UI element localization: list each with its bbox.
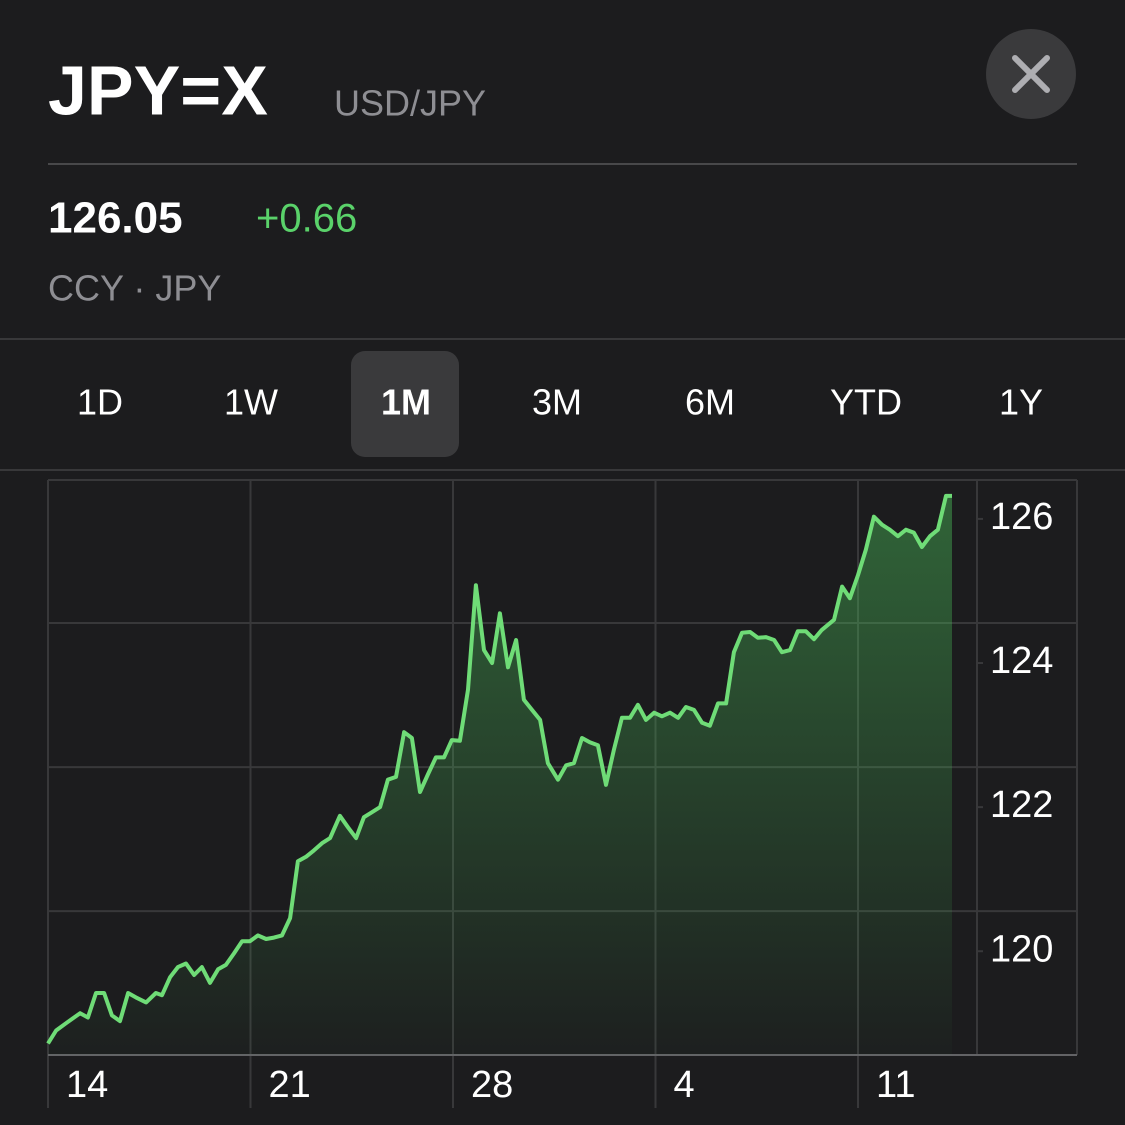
- y-tick-label: 124: [990, 640, 1053, 682]
- range-tabs: 1D 1W 1M 3M 6M YTD 1Y: [77, 351, 1043, 457]
- exchange-info: CCY · JPY: [48, 268, 221, 309]
- range-tab[interactable]: 1W: [224, 382, 278, 423]
- range-tab-selected[interactable]: 1M: [381, 382, 431, 423]
- y-tick-label: 120: [990, 928, 1053, 970]
- area-fill: [48, 495, 952, 1055]
- price: 126.05: [48, 194, 183, 243]
- x-tick-label: 14: [66, 1064, 108, 1106]
- range-tab[interactable]: 1D: [77, 382, 123, 423]
- x-tick-label: 21: [269, 1064, 311, 1106]
- instrument-name: USD/JPY: [334, 83, 486, 124]
- symbol: JPY=X: [48, 51, 268, 129]
- x-tick-label: 11: [876, 1064, 915, 1106]
- range-tab[interactable]: YTD: [830, 382, 902, 423]
- close-icon[interactable]: [1012, 55, 1050, 93]
- selected-tab-bg[interactable]: [351, 351, 459, 457]
- y-tick-label: 122: [990, 784, 1053, 826]
- x-tick-label: 28: [471, 1064, 513, 1106]
- close-button[interactable]: [986, 29, 1076, 119]
- price-line: [46, 493, 952, 1045]
- y-tick-label: 126: [990, 496, 1053, 538]
- x-tick-label: 4: [674, 1064, 695, 1106]
- range-tab[interactable]: 6M: [685, 382, 735, 423]
- range-tab[interactable]: 1Y: [999, 382, 1043, 423]
- chart: 120 122 124 126 14 21 28 4 11: [46, 479, 1078, 1108]
- price-change: +0.66: [256, 197, 357, 241]
- range-tab[interactable]: 3M: [532, 382, 582, 423]
